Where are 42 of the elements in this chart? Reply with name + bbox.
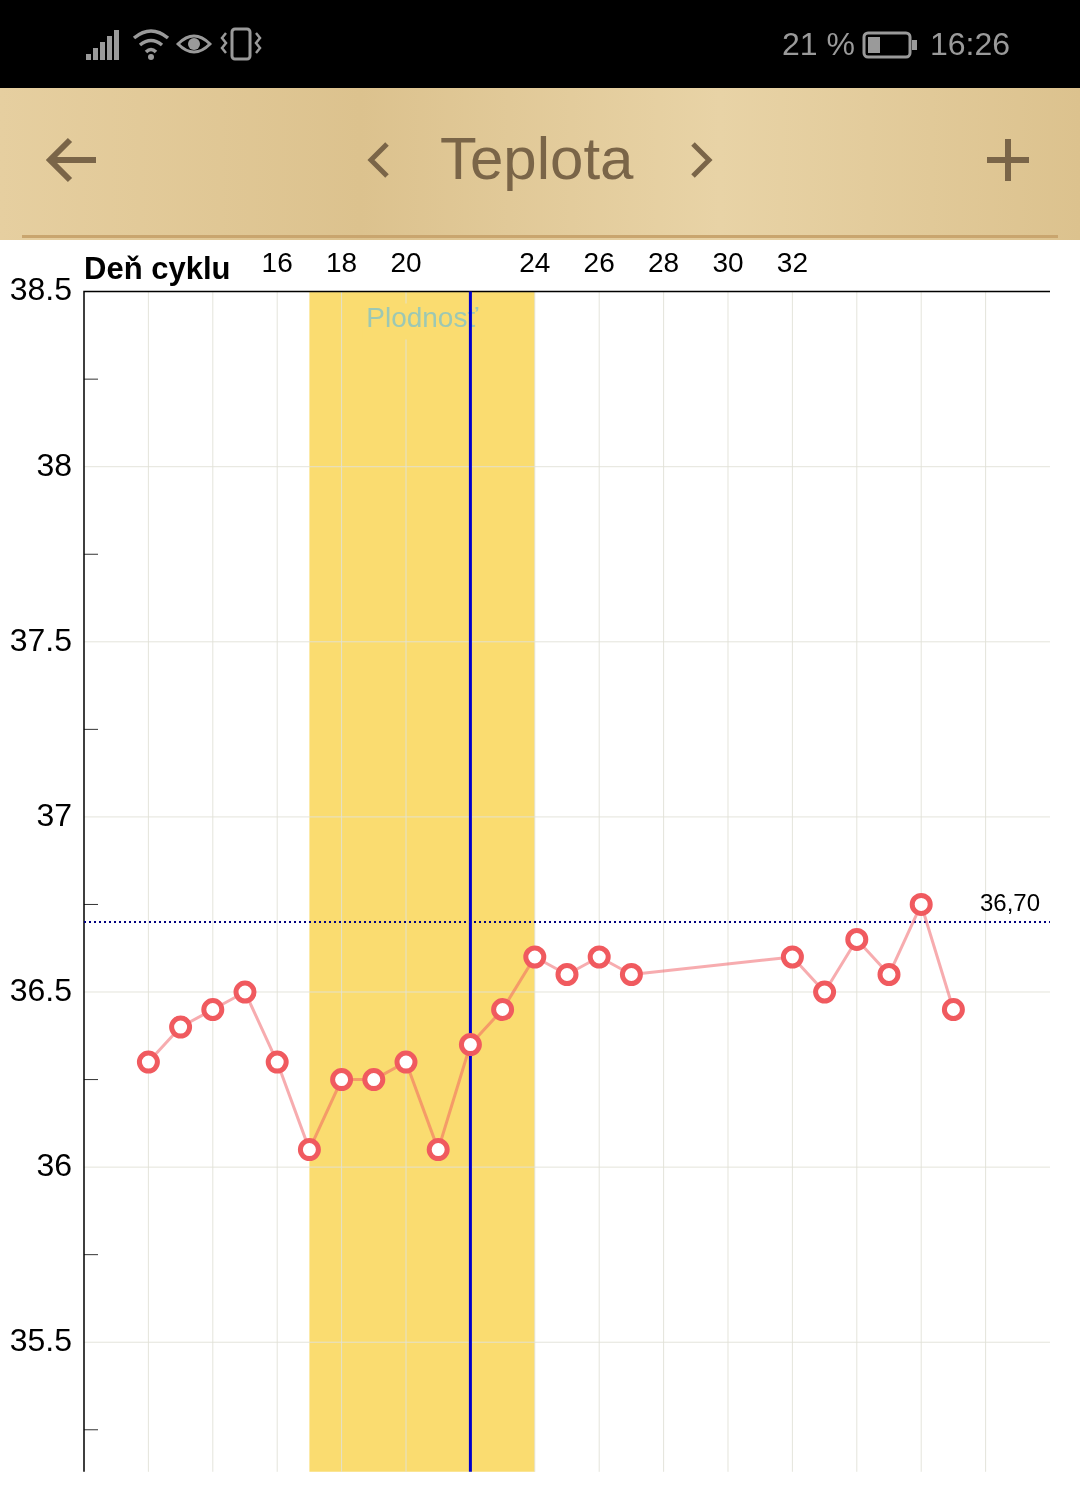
y-tick-label: 37	[36, 796, 72, 833]
y-tick-label: 36	[36, 1146, 72, 1183]
x-axis-title: Deň cyklu	[84, 250, 231, 286]
point	[362, 1068, 386, 1092]
point	[330, 1068, 354, 1092]
x-tick-label: 20	[390, 246, 422, 278]
text: 16:26	[930, 26, 1011, 63]
x-tick-label: 32	[776, 246, 808, 278]
x-tick-label: 28	[648, 246, 680, 278]
point	[780, 945, 804, 969]
point	[523, 945, 547, 969]
point	[265, 1050, 289, 1074]
point	[297, 1138, 321, 1162]
y-tick-label: 36.5	[9, 971, 72, 1008]
point	[491, 998, 515, 1022]
y-tick-label: 37.5	[9, 621, 72, 658]
x-tick-label: 18	[326, 246, 358, 278]
text: 21 %	[782, 26, 855, 63]
y-tick-label: 38	[36, 446, 72, 483]
point	[619, 963, 643, 987]
y-tick-label: 38.5	[9, 271, 72, 308]
point	[845, 927, 869, 951]
chart-title: Teplota	[440, 124, 634, 193]
point	[555, 963, 579, 987]
y-tick-label: 35.5	[9, 1322, 72, 1359]
x-tick-label: 24	[519, 246, 551, 278]
point	[941, 998, 965, 1022]
point	[136, 1050, 160, 1074]
point	[877, 963, 901, 987]
ref-line-label: 36,70	[979, 888, 1040, 916]
x-tick-label: 26	[583, 246, 615, 278]
point	[813, 980, 837, 1004]
point	[201, 998, 225, 1022]
point	[458, 1033, 482, 1057]
point	[169, 1015, 193, 1039]
point	[587, 945, 611, 969]
point	[394, 1050, 418, 1074]
point	[233, 980, 257, 1004]
point	[426, 1138, 450, 1162]
x-tick-label: 16	[261, 246, 293, 278]
point	[909, 892, 933, 916]
x-tick-label: 30	[712, 246, 744, 278]
